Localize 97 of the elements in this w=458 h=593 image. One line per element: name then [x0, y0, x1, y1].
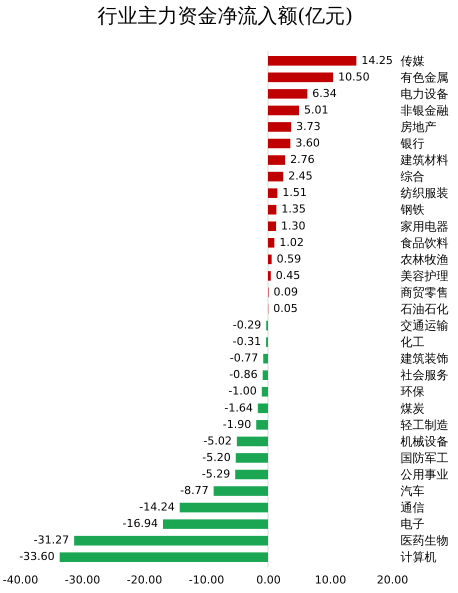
y-tick-label: 有色金属: [400, 70, 448, 84]
y-tick-label: 电子: [400, 517, 424, 532]
x-tick-label: 10.00: [314, 574, 346, 586]
data-label: -0.86: [229, 368, 258, 382]
bar: [256, 420, 268, 430]
y-tick-label: 计算机: [400, 550, 436, 564]
y-tick-label: 综合: [400, 170, 424, 184]
bar: [60, 552, 268, 562]
bar: [268, 56, 356, 66]
bar: [268, 221, 276, 232]
bar: [268, 155, 286, 165]
y-tick-label: 社会服务: [400, 368, 448, 382]
y-tick-label: 商贸零售: [400, 285, 448, 300]
data-label: 0.45: [276, 268, 300, 282]
y-tick-label: 钢铁: [400, 202, 424, 217]
y-tick-label: 国防军工: [400, 450, 448, 465]
x-tick-label: -20.00: [126, 574, 162, 586]
y-tick-label: 农林牧渔: [400, 252, 448, 266]
data-label: 0.09: [274, 285, 298, 298]
chart-title: 行业主力资金净流入额(亿元): [97, 4, 353, 28]
data-label: 14.25: [361, 54, 393, 67]
y-tick-label: 机械设备: [400, 434, 448, 448]
x-tick-label: -30.00: [64, 574, 100, 586]
bar: [268, 106, 300, 116]
bar: [180, 502, 268, 512]
data-label: -0.31: [232, 335, 262, 348]
y-tick-label: 电力设备: [400, 86, 448, 101]
bar: [263, 354, 268, 364]
y-tick-label: 轻工制造: [400, 418, 448, 432]
bar: [268, 122, 292, 132]
data-label: -1.64: [224, 401, 253, 414]
bar: [162, 519, 268, 529]
y-tick-label: 汽车: [400, 484, 424, 498]
bar: [268, 254, 272, 264]
data-label: 1.35: [281, 202, 306, 216]
data-label: -5.02: [203, 434, 232, 448]
bar: [214, 486, 268, 496]
data-label: 0.59: [276, 252, 302, 266]
bar: [268, 204, 276, 215]
y-tick-label: 煤炭: [400, 401, 424, 416]
y-tick-label: 非银金融: [400, 103, 448, 118]
x-tick-label: -10.00: [188, 574, 224, 586]
y-tick-label: 纺织服装: [400, 186, 448, 200]
bar: [236, 453, 268, 463]
data-label: 1.30: [281, 219, 306, 232]
bar: [236, 436, 268, 446]
data-label: -5.29: [202, 467, 230, 480]
data-label: 1.51: [282, 186, 307, 200]
data-label: -0.77: [230, 352, 258, 365]
bar: [268, 271, 271, 281]
data-label: 2.45: [288, 170, 313, 183]
data-label: 3.73: [296, 120, 321, 133]
y-tick-label: 建筑装饰: [400, 352, 448, 366]
y-tick-label: 公用事业: [400, 467, 448, 482]
y-tick-label: 医药生物: [400, 534, 448, 548]
data-label: 2.76: [290, 153, 315, 166]
x-tick-label: -40.00: [2, 574, 38, 586]
bar: [268, 188, 278, 198]
bar: [268, 238, 274, 248]
data-label: -1.90: [222, 418, 252, 431]
y-tick-label: 化工: [400, 335, 424, 350]
data-label: 0.05: [273, 302, 298, 315]
y-tick-label: 交通运输: [400, 318, 448, 333]
bar: [74, 536, 268, 546]
y-tick-label: 美容护理: [400, 268, 448, 283]
bar: [262, 386, 268, 397]
bar: [258, 403, 268, 414]
data-label: -5.20: [202, 450, 231, 464]
data-label: -8.77: [180, 484, 209, 498]
data-label: -33.60: [19, 550, 55, 564]
y-tick-label: 家用电器: [400, 219, 448, 234]
data-label: -14.24: [139, 500, 175, 514]
y-tick-label: 银行: [400, 136, 424, 151]
data-label: 6.34: [312, 86, 337, 100]
x-tick-label: 20.00: [376, 574, 408, 586]
bar: [235, 470, 268, 480]
data-label: -16.94: [122, 517, 158, 530]
data-label: 5.01: [304, 103, 329, 116]
bar: [268, 72, 334, 82]
y-tick-label: 石油石化: [400, 302, 448, 316]
data-label: -0.29: [232, 318, 262, 332]
bar: [268, 172, 284, 182]
y-tick-label: 传媒: [400, 54, 424, 68]
y-tick-label: 房地产: [400, 120, 436, 134]
y-tick-label: 通信: [400, 500, 424, 515]
bar: [268, 138, 290, 148]
bar: [262, 370, 268, 380]
data-label: 3.60: [295, 136, 320, 150]
data-label: 1.02: [279, 236, 304, 249]
y-tick-label: 食品饮料: [400, 236, 448, 250]
data-label: -1.00: [228, 384, 257, 398]
data-label: 10.50: [338, 70, 370, 84]
x-tick-label: 0.00: [256, 574, 281, 586]
data-label: -31.27: [34, 534, 70, 547]
bar: [268, 89, 308, 99]
y-tick-label: 建筑材料: [400, 153, 448, 168]
y-tick-label: 环保: [400, 384, 424, 399]
